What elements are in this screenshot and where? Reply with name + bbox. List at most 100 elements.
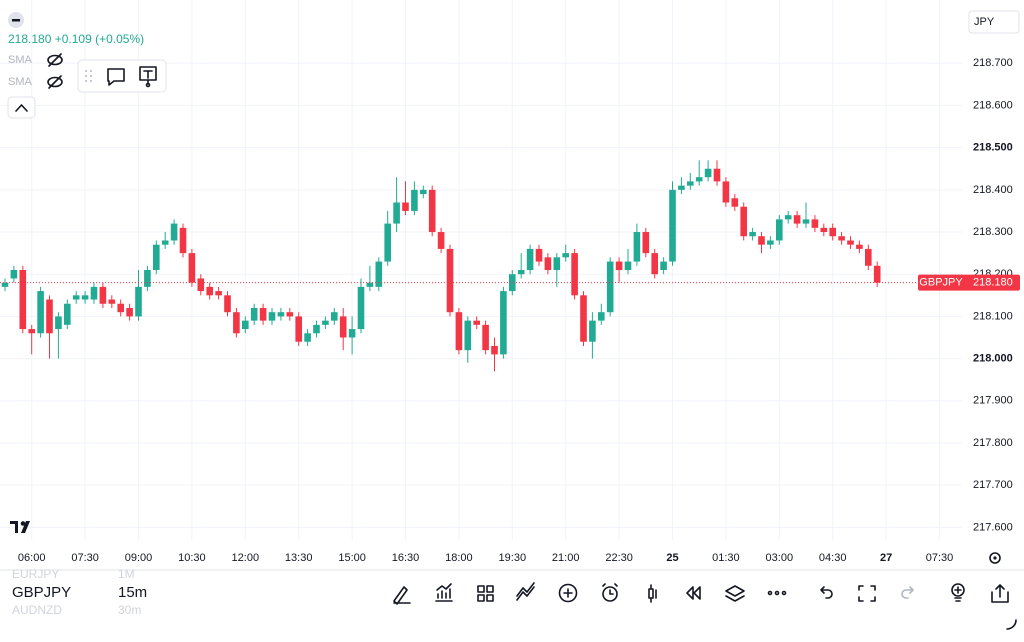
settings-icon [993, 556, 997, 560]
text-icon[interactable] [139, 66, 157, 88]
y-tick-label: 218.400 [973, 184, 1013, 196]
candle-body [126, 307, 133, 317]
candle-body [357, 286, 365, 330]
candle-body [250, 307, 258, 321]
candle-body [188, 253, 196, 283]
candle-body [144, 270, 151, 287]
settings-icon[interactable] [989, 552, 1001, 564]
candle-body [624, 261, 632, 270]
candle-body [286, 312, 294, 317]
candle-body [606, 261, 614, 313]
watch-symbol[interactable]: AUDNZD [12, 603, 62, 617]
candle-body [10, 270, 18, 279]
candle-body [55, 316, 62, 330]
candle-body [331, 312, 338, 321]
x-tick-label: 22:30 [605, 552, 633, 564]
candle-body [526, 248, 534, 270]
candle-body [402, 202, 409, 211]
x-tick-label: 01:30 [712, 552, 740, 564]
toolbar [393, 582, 1009, 605]
candle-body [776, 219, 783, 241]
x-tick-label: 27 [880, 552, 892, 564]
y-tick-label: 218.100 [973, 310, 1013, 322]
watch-interval[interactable]: 15m [118, 584, 147, 601]
candle-body [749, 232, 756, 237]
x-tick-label: 12:00 [232, 552, 260, 564]
drawing-toolbar [77, 59, 167, 93]
x-tick-label: 21:00 [552, 552, 580, 564]
layers-icon[interactable] [725, 585, 745, 602]
candle-body [384, 223, 391, 262]
candle-body [322, 320, 329, 325]
watch-symbol[interactable]: GBPJPY [12, 584, 71, 601]
x-tick-label: 09:00 [125, 552, 153, 564]
indicators-icon[interactable] [435, 583, 453, 602]
candle-body [197, 278, 205, 292]
candle-body [758, 236, 765, 245]
candle-body [161, 240, 169, 245]
candle-body [571, 253, 578, 296]
fullscreen-icon[interactable] [858, 585, 876, 602]
y-tick-label: 217.600 [973, 521, 1013, 533]
candle-body [473, 320, 480, 325]
more-icon[interactable] [767, 590, 773, 596]
logo [20, 521, 26, 526]
comment-icon[interactable] [107, 68, 125, 86]
y-tick-label: 217.900 [973, 395, 1013, 407]
drag-handle[interactable] [85, 70, 92, 82]
candle-body [784, 215, 792, 220]
ideas-icon[interactable] [951, 583, 965, 597]
candle-body [90, 286, 98, 300]
watch-interval[interactable]: 30m [118, 603, 141, 617]
currency-button[interactable] [968, 10, 1020, 34]
candle-body [153, 244, 160, 270]
candle-body [233, 312, 240, 334]
templates-icon[interactable] [477, 585, 494, 602]
candle-body [793, 215, 801, 224]
watch-symbol[interactable]: EURJPY [12, 567, 59, 581]
undo-icon[interactable] [820, 586, 833, 599]
alert-icon[interactable] [602, 586, 618, 602]
candle-body [820, 227, 828, 233]
watch-interval[interactable]: 1M [118, 567, 135, 581]
candle-body [713, 168, 721, 182]
candle-body [865, 248, 872, 266]
candle-body [517, 270, 525, 275]
compare-icon[interactable] [516, 582, 535, 601]
chevron-icon [15, 104, 28, 112]
candle-body [589, 320, 596, 342]
redo-icon[interactable] [901, 586, 914, 599]
candle-body [259, 307, 267, 321]
candle-body [72, 295, 80, 300]
candle-body [108, 299, 116, 304]
candle-body [135, 286, 142, 317]
x-tick-label: 04:30 [819, 552, 847, 564]
candle-body [669, 189, 676, 262]
hide-icon[interactable] [47, 53, 63, 67]
share-icon[interactable] [991, 584, 1009, 603]
expand-button[interactable] [7, 96, 36, 119]
add-icon[interactable] [558, 583, 578, 603]
pen-icon[interactable] [393, 586, 411, 605]
indicator[interactable]: SMA [8, 76, 33, 88]
candle-body [179, 227, 187, 254]
x-tick-label: 19:30 [499, 552, 527, 564]
collapse-icon [12, 19, 20, 22]
candle-body [277, 312, 285, 317]
candle-body [437, 232, 445, 249]
x-tick-label: 03:00 [766, 552, 794, 564]
y-tick-label: 218.700 [973, 57, 1013, 69]
hide-icon[interactable] [47, 75, 63, 89]
x-tick-label: 07:30 [71, 552, 99, 564]
replay-icon[interactable] [686, 586, 701, 600]
x-tick-label: 15:00 [338, 552, 366, 564]
candle-body [660, 261, 667, 270]
candle-body [268, 312, 276, 321]
candle-type-icon[interactable] [648, 584, 657, 603]
x-tick-label: 13:30 [285, 552, 313, 564]
indicator[interactable]: SMA [8, 54, 33, 66]
x-tick-label: 10:30 [178, 552, 206, 564]
candle-body [428, 189, 436, 233]
candle-body [170, 223, 178, 241]
candle-body [544, 257, 552, 270]
